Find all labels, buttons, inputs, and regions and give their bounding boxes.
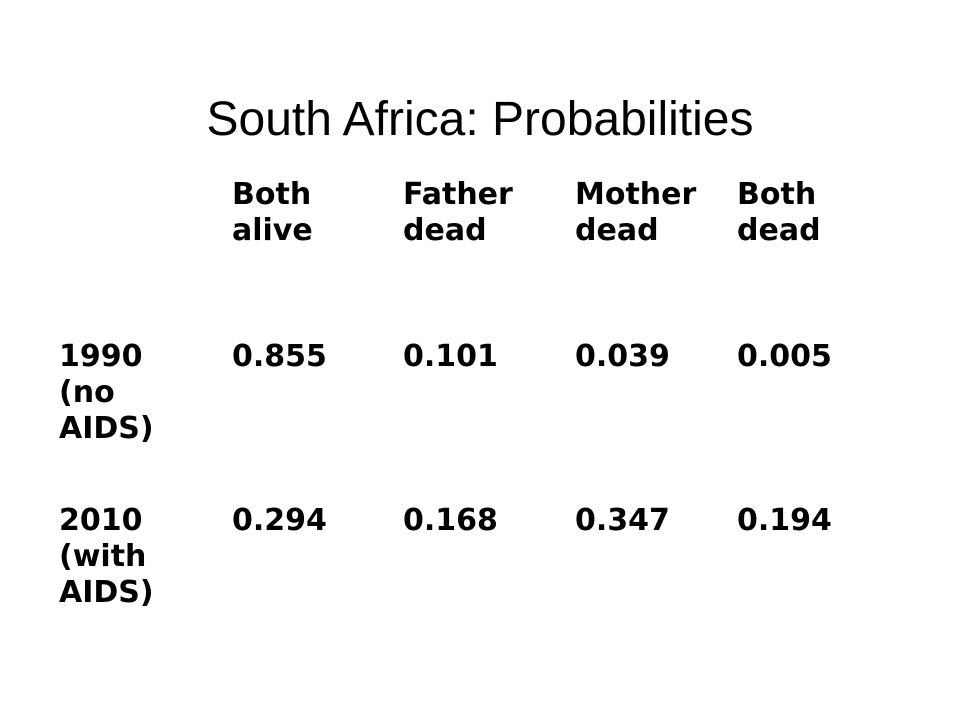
column-header-both-alive: Both alive — [232, 177, 313, 248]
row-label-1990: 1990 (no AIDS) — [59, 339, 154, 446]
table-cell: 0.168 — [403, 503, 498, 538]
table-cell: 0.194 — [737, 503, 832, 538]
slide-title: South Africa: Probabilities — [206, 93, 754, 147]
column-header-mother-dead: Mother dead — [575, 177, 697, 248]
row-label-2010: 2010 (with AIDS) — [59, 503, 154, 610]
table-cell: 0.039 — [575, 339, 670, 374]
column-header-father-dead: Father dead — [403, 177, 513, 248]
column-header-both-dead: Both dead — [737, 177, 821, 248]
table-cell: 0.347 — [575, 503, 670, 538]
table-cell: 0.101 — [403, 339, 498, 374]
table-cell: 0.855 — [232, 339, 327, 374]
table-cell: 0.005 — [737, 339, 832, 374]
table-cell: 0.294 — [232, 503, 327, 538]
